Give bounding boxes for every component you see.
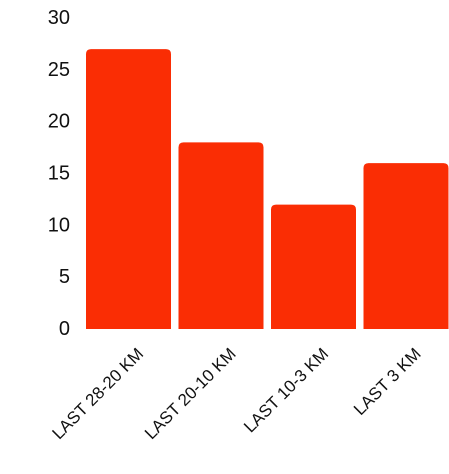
y-tick-label: 15 xyxy=(48,163,70,185)
bars-group xyxy=(86,49,449,329)
bar xyxy=(271,204,356,329)
x-tick-label: LAST 28-20 KM xyxy=(48,344,147,443)
bar xyxy=(86,49,171,329)
y-tick-label: 30 xyxy=(48,7,70,29)
y-tick-label: 25 xyxy=(48,59,70,81)
x-tick-label: LAST 10-3 KM xyxy=(240,344,332,436)
bar xyxy=(363,163,449,329)
y-tick-label: 20 xyxy=(48,111,70,133)
y-axis: 0 5 10 15 20 25 30 xyxy=(48,7,70,340)
bar xyxy=(178,142,264,329)
x-tick-label: LAST 3 KM xyxy=(350,344,425,419)
y-tick-label: 10 xyxy=(48,214,70,236)
y-tick-label: 0 xyxy=(59,318,70,340)
x-tick-label: LAST 20-10 KM xyxy=(141,344,240,443)
y-tick-label: 5 xyxy=(59,266,70,288)
